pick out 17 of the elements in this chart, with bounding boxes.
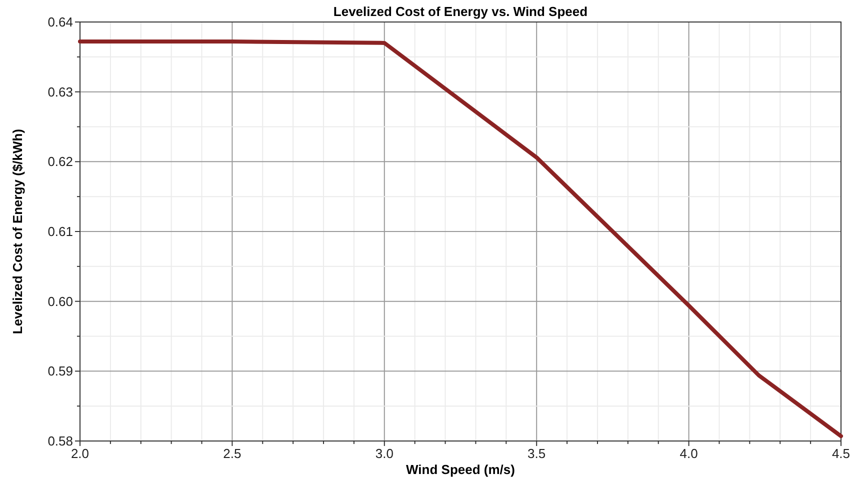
line-series: [78, 40, 843, 438]
x-axis-title: Wind Speed (m/s): [406, 462, 515, 477]
y-tick-label: 0.59: [48, 364, 73, 379]
x-tick-label: 4.5: [832, 446, 850, 461]
x-tick-label: 4.0: [680, 446, 698, 461]
y-tick-label: 0.62: [48, 154, 73, 170]
y-tick-label: 0.61: [48, 224, 73, 240]
x-tick-label: 2.5: [223, 446, 242, 461]
y-tick-label: 0.58: [48, 434, 73, 449]
y-tick-label: 0.63: [48, 84, 73, 100]
x-tick-label: 3.5: [528, 446, 546, 461]
y-tick-label: 0.60: [48, 294, 73, 309]
y-axis-title: Levelized Cost of Energy ($/kWh): [10, 128, 25, 334]
chart-title: Levelized Cost of Energy vs. Wind Speed: [333, 4, 588, 19]
y-tick-label: 0.64: [48, 14, 73, 30]
x-tick-label: 3.0: [375, 446, 394, 461]
x-tick-label: 2.0: [70, 446, 90, 461]
